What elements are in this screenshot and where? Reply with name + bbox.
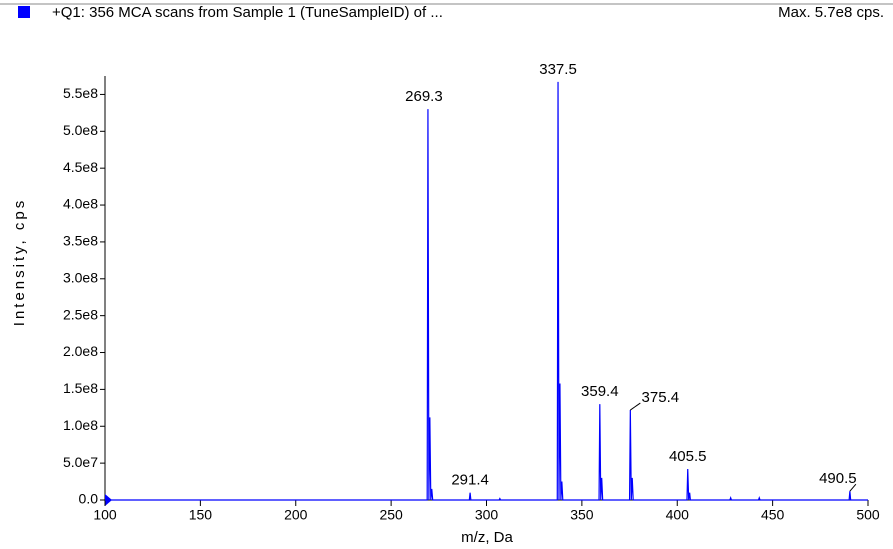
- x-axis-label: m/z, Da: [461, 529, 513, 546]
- x-tick-label: 150: [189, 507, 213, 523]
- y-tick-label: 5.0e8: [63, 122, 98, 138]
- x-tick-label: 350: [570, 507, 594, 523]
- y-tick-label: 2.0e8: [63, 343, 98, 359]
- x-tick-label: 300: [475, 507, 499, 523]
- y-axis-label: Intensity, cps: [11, 198, 28, 326]
- y-tick-label: 0.0: [79, 491, 99, 507]
- x-tick-label: 500: [856, 507, 880, 523]
- max-intensity: Max. 5.7e8 cps.: [778, 4, 884, 21]
- y-tick-label: 5.0e7: [63, 454, 98, 470]
- chart-title: +Q1: 356 MCA scans from Sample 1 (TuneSa…: [52, 4, 443, 21]
- y-tick-label: 2.5e8: [63, 306, 98, 322]
- y-tick-label: 3.0e8: [63, 269, 98, 285]
- peak-label: 359.4: [581, 383, 619, 400]
- spectrum-line: [105, 81, 868, 501]
- peak-leader: [630, 402, 641, 411]
- peak-leader: [849, 483, 857, 492]
- peak-label: 337.5: [539, 61, 577, 78]
- x-tick-label: 200: [284, 507, 308, 523]
- y-tick-label: 4.5e8: [63, 159, 98, 175]
- x-tick-label: 100: [93, 507, 117, 523]
- y-tick-label: 4.0e8: [63, 196, 98, 212]
- y-tick-label: 3.5e8: [63, 233, 98, 249]
- peak-label: 405.5: [669, 448, 707, 465]
- peak-label: 269.3: [405, 88, 443, 105]
- legend-swatch: [18, 6, 30, 18]
- peak-label: 291.4: [451, 472, 489, 489]
- y-tick-label: 1.5e8: [63, 380, 98, 396]
- x-tick-label: 250: [379, 507, 403, 523]
- y-tick-label: 5.5e8: [63, 85, 98, 101]
- x-tick-label: 450: [761, 507, 785, 523]
- y-tick-label: 1.0e8: [63, 417, 98, 433]
- x-tick-label: 400: [666, 507, 690, 523]
- peak-label: 375.4: [642, 389, 680, 406]
- peak-label: 490.5: [819, 470, 857, 487]
